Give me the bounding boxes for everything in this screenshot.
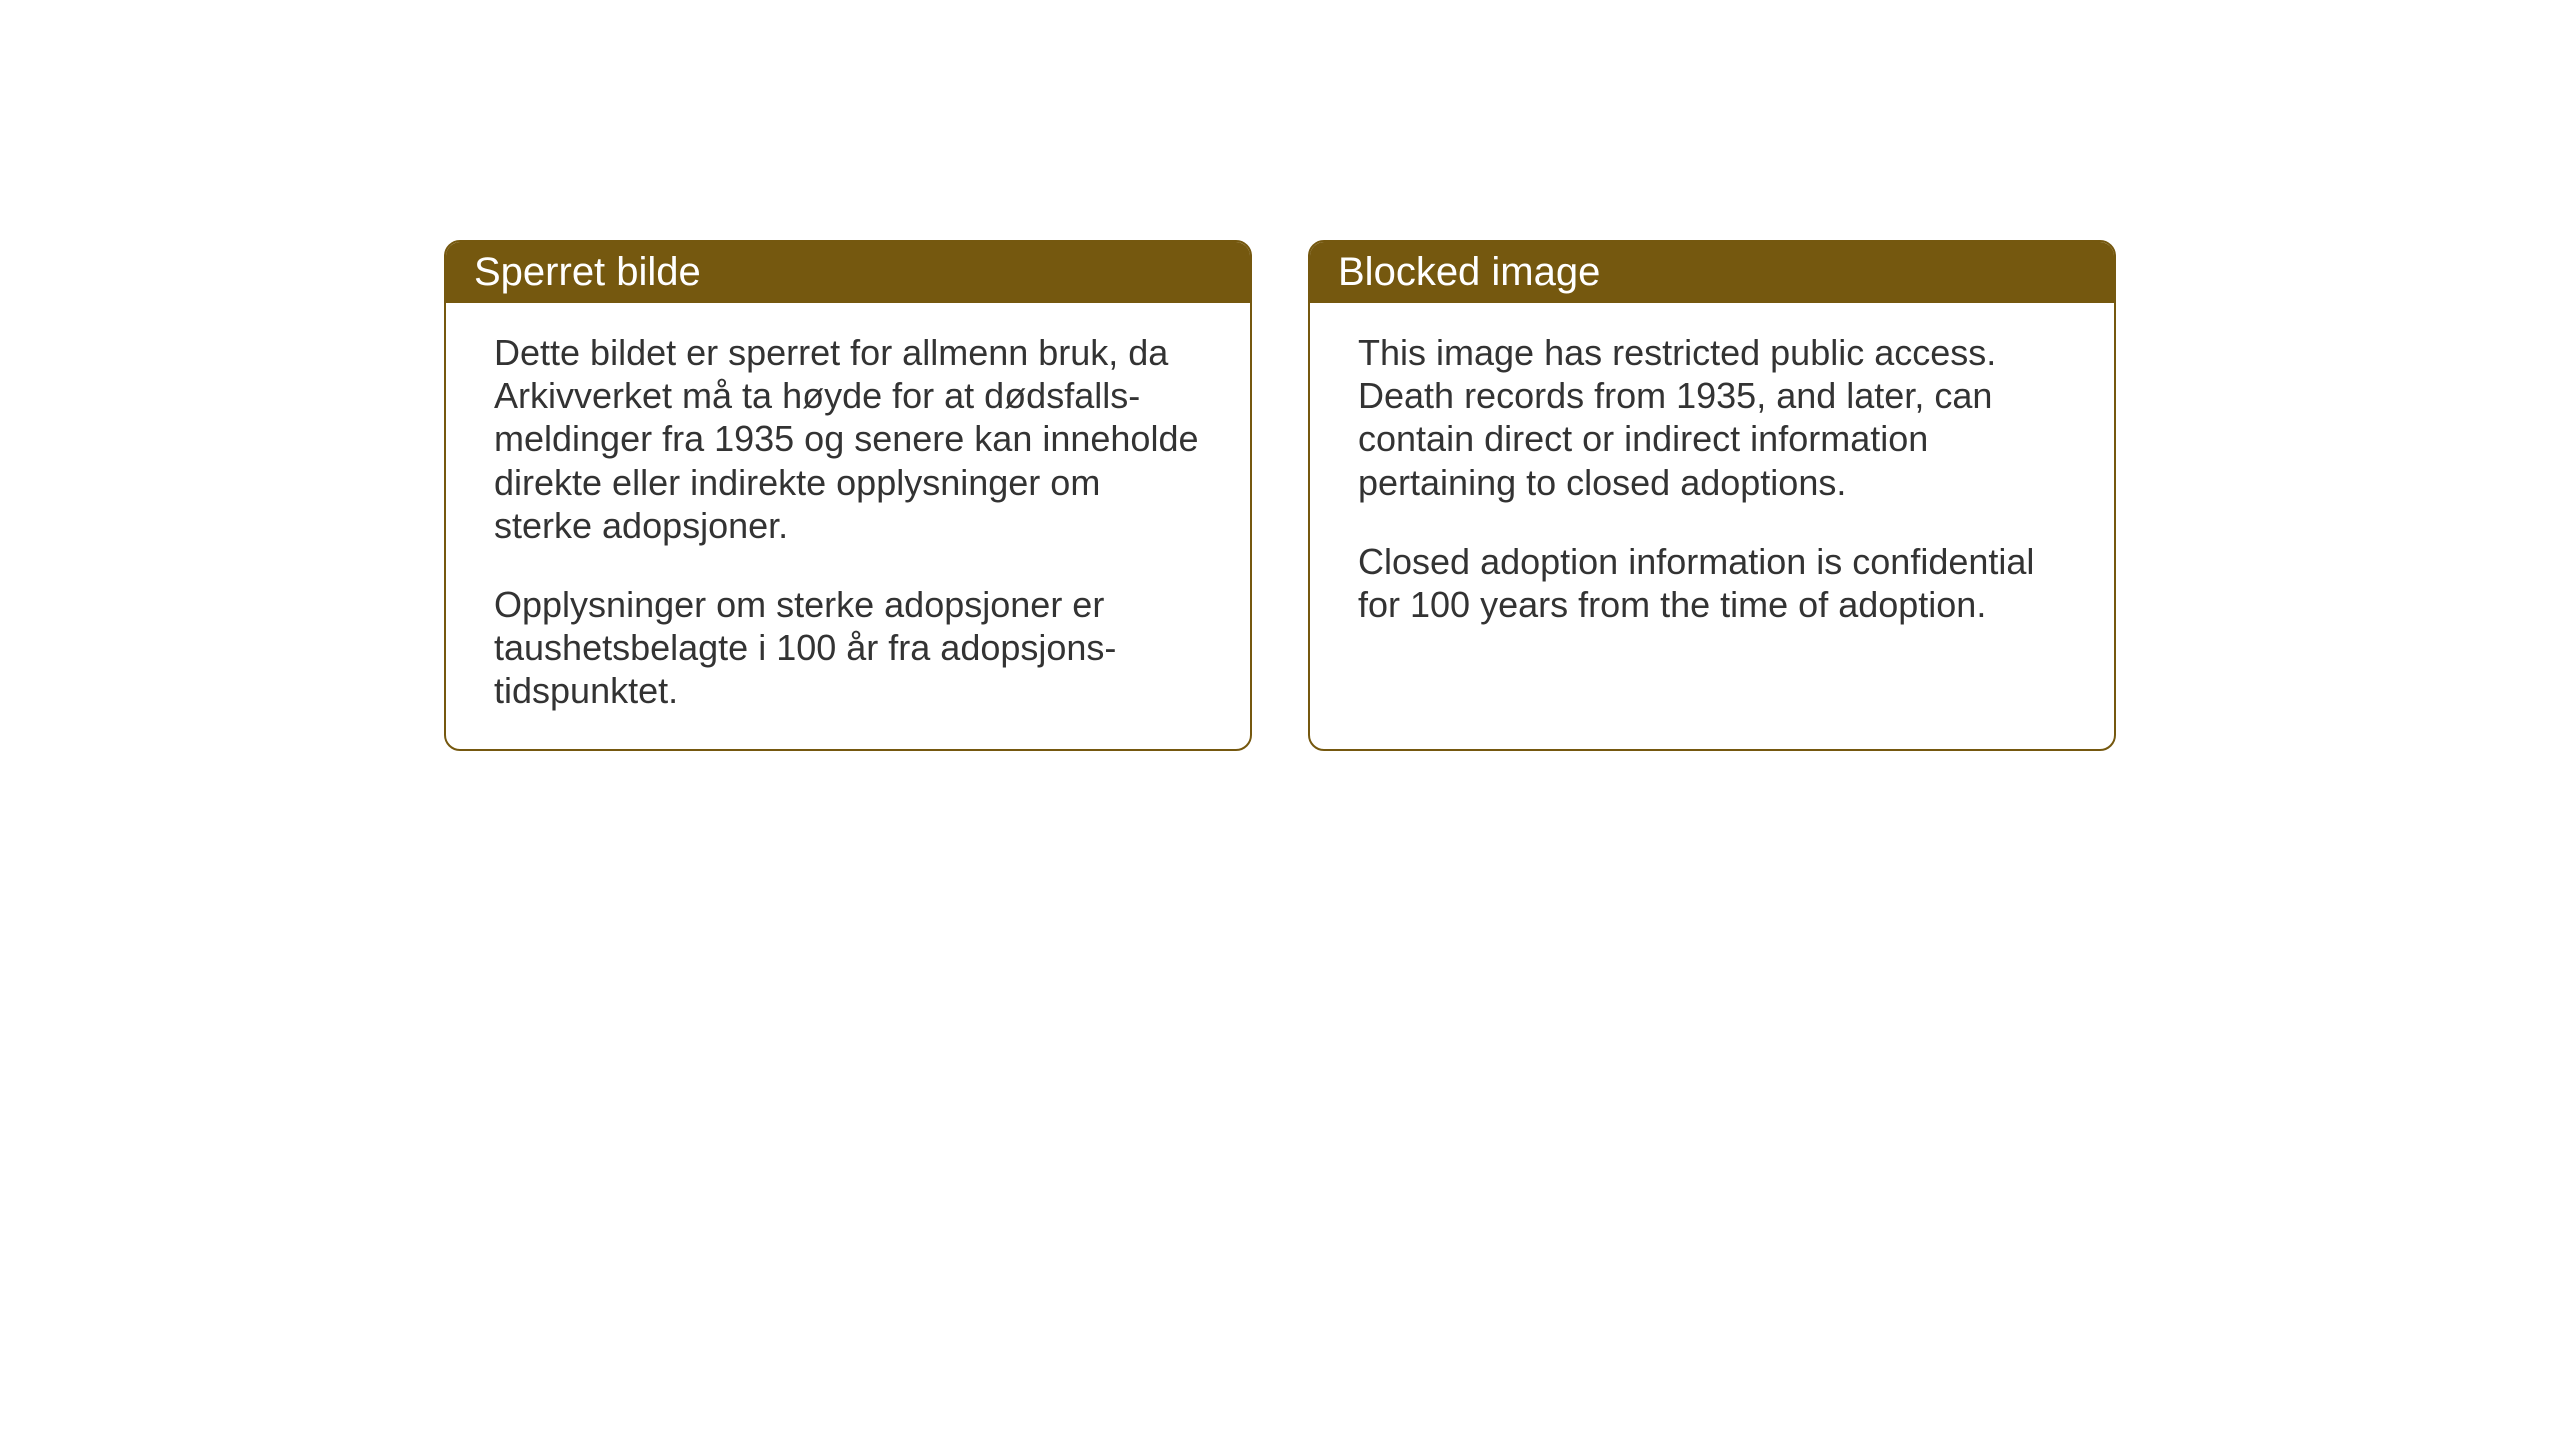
notice-card-english: Blocked image This image has restricted …: [1308, 240, 2116, 751]
card-paragraph-english-2: Closed adoption information is confident…: [1358, 540, 2066, 626]
card-body-english: This image has restricted public access.…: [1310, 303, 2114, 662]
card-title-english: Blocked image: [1338, 250, 1600, 294]
card-body-norwegian: Dette bildet er sperret for allmenn bruk…: [446, 303, 1250, 749]
notice-card-norwegian: Sperret bilde Dette bildet er sperret fo…: [444, 240, 1252, 751]
card-paragraph-norwegian-1: Dette bildet er sperret for allmenn bruk…: [494, 331, 1202, 547]
card-paragraph-english-1: This image has restricted public access.…: [1358, 331, 2066, 504]
card-header-norwegian: Sperret bilde: [446, 242, 1250, 303]
card-header-english: Blocked image: [1310, 242, 2114, 303]
card-title-norwegian: Sperret bilde: [474, 250, 701, 294]
card-paragraph-norwegian-2: Opplysninger om sterke adopsjoner er tau…: [494, 583, 1202, 713]
notice-container: Sperret bilde Dette bildet er sperret fo…: [444, 240, 2116, 751]
